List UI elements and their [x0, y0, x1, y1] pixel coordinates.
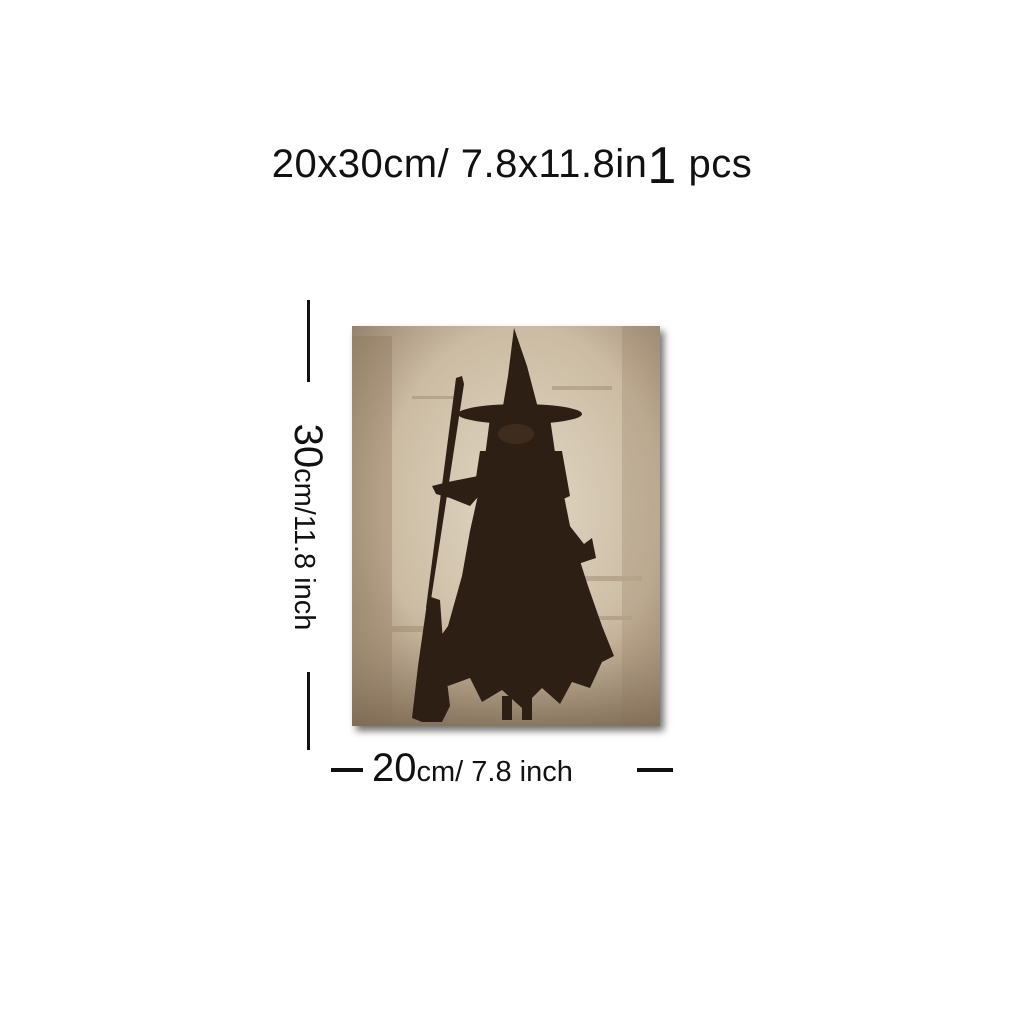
height-value: 30 — [286, 423, 330, 469]
height-unit: cm/11.8 inch — [288, 468, 320, 631]
height-dimension-line-bottom — [307, 672, 310, 750]
size-text: 20x30cm/ 7.8x11.8in — [271, 142, 648, 186]
product-size-title: 20x30cm/ 7.8x11.8in1 pcs — [0, 138, 1024, 192]
width-dimension-line-right — [637, 768, 673, 772]
width-dimension-line-left — [331, 768, 363, 772]
width-dimension-label: 20cm/ 7.8 inch — [372, 748, 573, 788]
canvas-painting — [352, 326, 660, 726]
height-dimension-label: 30cm/11.8 inch — [286, 423, 330, 631]
quantity-number: 1 — [647, 137, 677, 195]
width-value: 20 — [372, 746, 417, 790]
quantity-unit: pcs — [688, 142, 753, 186]
witch-painting-image — [352, 326, 660, 726]
height-dimension-line-top — [307, 300, 310, 382]
width-unit: cm/ 7.8 inch — [416, 756, 573, 788]
